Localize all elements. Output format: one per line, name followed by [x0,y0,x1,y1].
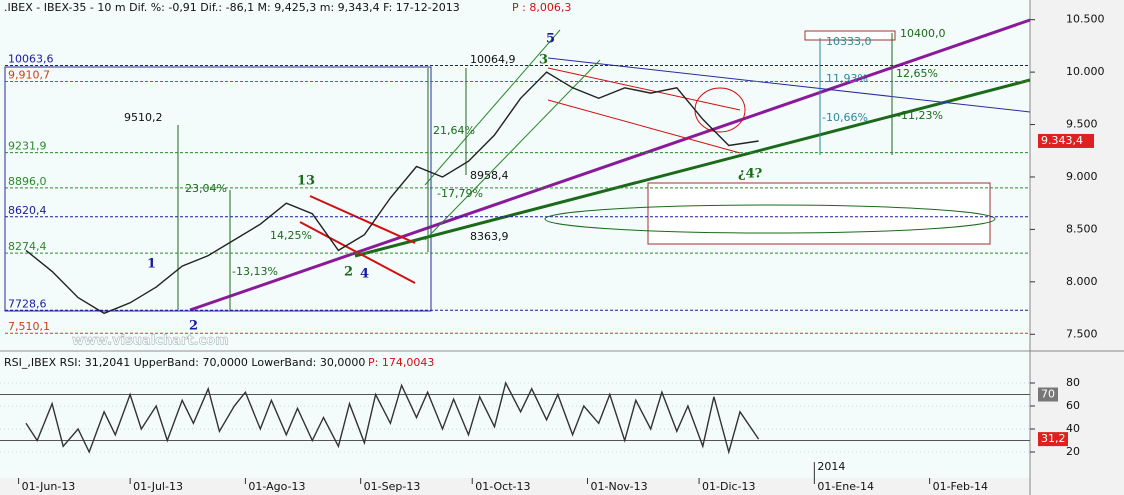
x-tick-label: 01-Feb-14 [933,480,988,493]
range-box [4,66,432,312]
x-axis-area [0,478,1030,495]
level-label: 10063,6 [8,52,54,65]
y-tick-label: 7.500 [1066,327,1098,340]
watermark: www.visualchart.com [72,334,229,349]
annotation: 10400,0 [900,27,946,40]
x-tick-label: 01-Sep-13 [364,480,421,493]
rsi-panel [0,352,1030,478]
y-tick-label: 60 [1066,399,1080,412]
y-tick-label: 10.000 [1066,65,1105,78]
annotation: 9510,2 [124,111,163,124]
channel-line [424,59,601,241]
band-marker [1038,387,1058,402]
wave-label: 5 [546,32,555,47]
channel-line [299,221,416,284]
last-value-label: 31,2 [1041,432,1066,445]
y-tick-label: 8.000 [1066,275,1098,288]
header-title: .IBEX - IBEX-35 - 10 m Dif. %: -0,91 Dif… [4,1,460,14]
wave-label: 13 [297,174,315,189]
header-price: P : 8,006,3 [512,1,571,14]
annotation: 23,04% [185,182,227,195]
annotation: -11,23% [897,109,943,122]
annotation: 14,25% [270,229,312,242]
trendline [354,78,1031,258]
axis-area [1030,0,1124,495]
x-tick-label: 01-Ago-13 [248,480,305,493]
x-tick-label: 01-Jul-13 [133,480,183,493]
annotation: 21,64% [433,124,475,137]
annotation: -10,66% [822,111,868,124]
wave-label: 3 [539,53,548,68]
y-tick-label: 9.500 [1066,118,1098,131]
wave-label: 4 [360,267,369,282]
y-tick-label: 80 [1066,376,1080,389]
series-line [25,381,760,455]
wave-label: 2 [189,319,198,334]
rsi-header: RSI_,IBEX RSI: 31,2041 UpperBand: 70,000… [4,356,365,369]
y-tick-label: 9.000 [1066,170,1098,183]
wave-label: 2 [344,265,353,280]
x-tick-label: 01-Nov-13 [591,480,648,493]
price-panel [0,0,1030,350]
target-box [804,30,896,41]
annotation: 10333,0 [826,35,872,48]
trendline [189,18,1031,312]
level-label: 8620,4 [8,204,47,217]
ellipse [544,204,996,234]
channel-line [547,99,741,154]
level-label: 7728,6 [8,297,47,310]
last-value-box [1038,133,1094,148]
wave-label: ¿4? [738,167,763,182]
y-tick-label: 8.500 [1066,222,1098,235]
series-line [25,71,759,315]
target-box [647,182,991,245]
annotation: 8363,9 [470,230,509,243]
y-tick-label: 20 [1066,445,1080,458]
trendline [547,57,1031,113]
band-label: 70 [1041,388,1055,401]
annotation: 11,93% [826,72,868,85]
year-label: 2014 [817,460,845,473]
annotation: 12,65% [896,67,938,80]
annotation: -17,79% [437,187,483,200]
level-label: 9,910,7 [8,68,50,81]
x-tick-label: 01-Dic-13 [702,480,756,493]
x-tick-label: 01-Jun-13 [22,480,76,493]
y-tick-label: 40 [1066,422,1080,435]
channel-line [547,67,741,111]
annotation: 10064,9 [470,53,516,66]
y-tick-label: 10.500 [1066,13,1105,26]
x-tick-label: 01-Oct-13 [475,480,530,493]
annotation: 8958,4 [470,169,509,182]
rsi-header-price: P: 174,0043 [368,356,434,369]
level-label: 9231,9 [8,140,47,153]
annotation: -13,13% [232,265,278,278]
last-value-label: 9.343,4 [1041,134,1083,147]
level-label: 8274,4 [8,240,47,253]
level-label: 8896,0 [8,175,47,188]
x-tick-label: 01-Ene-14 [817,480,874,493]
last-value-box [1038,432,1068,447]
level-label: 7,510,1 [8,320,50,333]
channel-line [309,195,416,244]
wave-label: 1 [147,257,156,272]
channel-line [424,29,561,186]
